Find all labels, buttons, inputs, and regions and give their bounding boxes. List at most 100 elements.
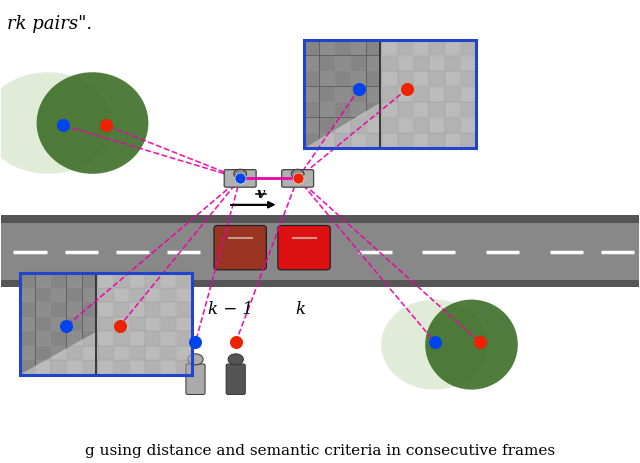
Bar (36, 288, 51, 302)
Point (190, 338, 200, 346)
Bar (161, 288, 176, 302)
Bar (335, 118, 351, 133)
Bar (129, 346, 145, 360)
Bar (445, 56, 460, 71)
Text: rk pairs".: rk pairs". (7, 14, 92, 32)
Bar (98, 288, 113, 302)
Bar (304, 118, 319, 133)
Bar (351, 56, 366, 71)
Bar (51, 274, 67, 288)
Bar (161, 346, 176, 360)
Bar (413, 102, 429, 118)
Bar (161, 317, 176, 331)
Circle shape (291, 169, 304, 178)
Bar (304, 102, 319, 118)
Bar (335, 133, 351, 149)
Bar (83, 332, 98, 345)
Bar (145, 274, 161, 288)
Bar (129, 317, 145, 331)
Bar (51, 288, 67, 302)
Point (115, 322, 125, 330)
Bar (177, 288, 192, 302)
Circle shape (228, 354, 243, 365)
Bar (429, 87, 445, 102)
Bar (83, 361, 98, 375)
Bar (51, 302, 67, 317)
Bar (461, 87, 476, 102)
Bar (36, 274, 51, 288)
Bar (98, 317, 113, 331)
Bar (367, 40, 382, 56)
Bar (83, 288, 98, 302)
Bar (67, 274, 82, 288)
Bar (98, 332, 113, 345)
Point (474, 338, 484, 346)
Bar (320, 118, 335, 133)
Point (61, 322, 72, 330)
Bar (51, 332, 67, 345)
Bar (36, 346, 51, 360)
Bar (461, 133, 476, 149)
Bar (461, 118, 476, 133)
Bar (398, 40, 413, 56)
Bar (413, 118, 429, 133)
Bar (445, 118, 460, 133)
Bar (304, 87, 319, 102)
Bar (351, 40, 366, 56)
Bar (304, 71, 319, 87)
Bar (413, 87, 429, 102)
Bar (383, 71, 397, 87)
Bar (177, 317, 192, 331)
Bar (367, 87, 382, 102)
Bar (429, 118, 445, 133)
Bar (51, 317, 67, 331)
Bar (114, 361, 129, 375)
Bar (67, 346, 82, 360)
Bar (398, 56, 413, 71)
Bar (413, 56, 429, 71)
Bar (304, 40, 476, 149)
Point (235, 175, 245, 182)
Point (292, 175, 303, 182)
Bar (114, 274, 129, 288)
Bar (461, 56, 476, 71)
Bar (161, 361, 176, 375)
Bar (367, 71, 382, 87)
Point (230, 338, 241, 346)
Bar (145, 288, 161, 302)
Bar (114, 288, 129, 302)
Bar (398, 133, 413, 149)
Bar (20, 332, 35, 345)
Bar (413, 133, 429, 149)
Bar (67, 332, 82, 345)
Bar (83, 274, 98, 288)
Bar (320, 87, 335, 102)
Bar (398, 71, 413, 87)
Bar (320, 71, 335, 87)
FancyBboxPatch shape (282, 169, 314, 187)
Ellipse shape (0, 72, 112, 174)
Bar (177, 346, 192, 360)
Text: v: v (257, 187, 265, 201)
Bar (413, 71, 429, 87)
Ellipse shape (36, 72, 148, 174)
Bar (413, 40, 429, 56)
Bar (20, 273, 192, 375)
Bar (114, 332, 129, 345)
Bar (367, 133, 382, 149)
Bar (161, 274, 176, 288)
Bar (83, 302, 98, 317)
Bar (67, 288, 82, 302)
Bar (351, 118, 366, 133)
Bar (367, 118, 382, 133)
Bar (145, 346, 161, 360)
Bar (129, 332, 145, 345)
Bar (351, 87, 366, 102)
Bar (445, 133, 460, 149)
Point (58, 122, 68, 129)
Text: k: k (296, 301, 306, 319)
Bar (351, 71, 366, 87)
Bar (320, 102, 335, 118)
Bar (177, 274, 192, 288)
Bar (383, 87, 397, 102)
